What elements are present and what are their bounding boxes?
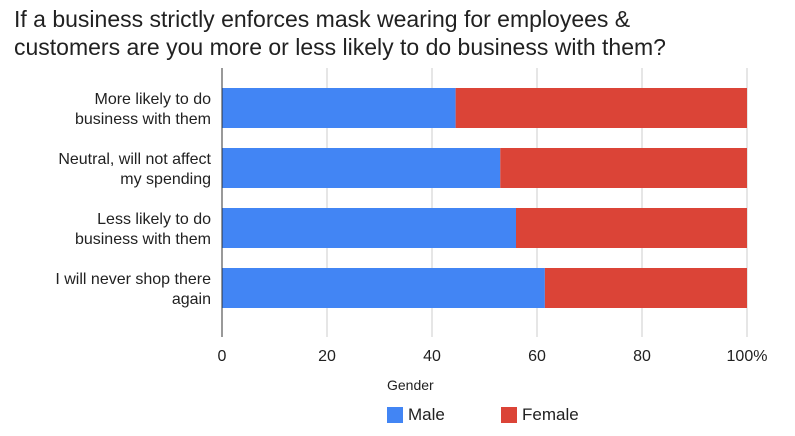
category-label: business with them [75,111,211,128]
x-tick-label: 20 [318,348,336,365]
chart-title-line-2: customers are you more or less likely to… [14,34,666,60]
legend-label-male: Male [408,405,445,424]
bar-female-3 [516,208,747,248]
bar-male-1 [222,88,456,128]
category-label: More likely to do [95,91,212,108]
legend-swatch-female [501,407,517,423]
category-label: Neutral, will not affect [58,151,211,168]
x-tick-label: 0 [218,348,227,365]
x-tick-label: 80 [633,348,651,365]
category-label: again [172,291,211,308]
category-label: business with them [75,231,211,248]
bar-female-4 [544,268,747,308]
bar-male-2 [222,148,501,188]
bar-male-4 [222,268,545,308]
chart-title-line-1: If a business strictly enforces mask wea… [14,6,631,32]
x-tick-label: 40 [423,348,441,365]
legend-title: Gender [387,377,434,393]
x-tick-label: 60 [528,348,546,365]
legend-item-male: Male [387,405,445,425]
legend-swatch-male [387,407,403,423]
x-tick-label: 100% [727,348,768,365]
category-label: my spending [120,171,211,188]
category-label: Less likely to do [97,211,211,228]
bar-male-3 [222,208,516,248]
bar-female-2 [500,148,747,188]
legend-item-female: Female [501,405,579,425]
legend-label-female: Female [522,405,579,424]
category-label: I will never shop there [55,271,211,288]
bar-female-1 [455,88,747,128]
